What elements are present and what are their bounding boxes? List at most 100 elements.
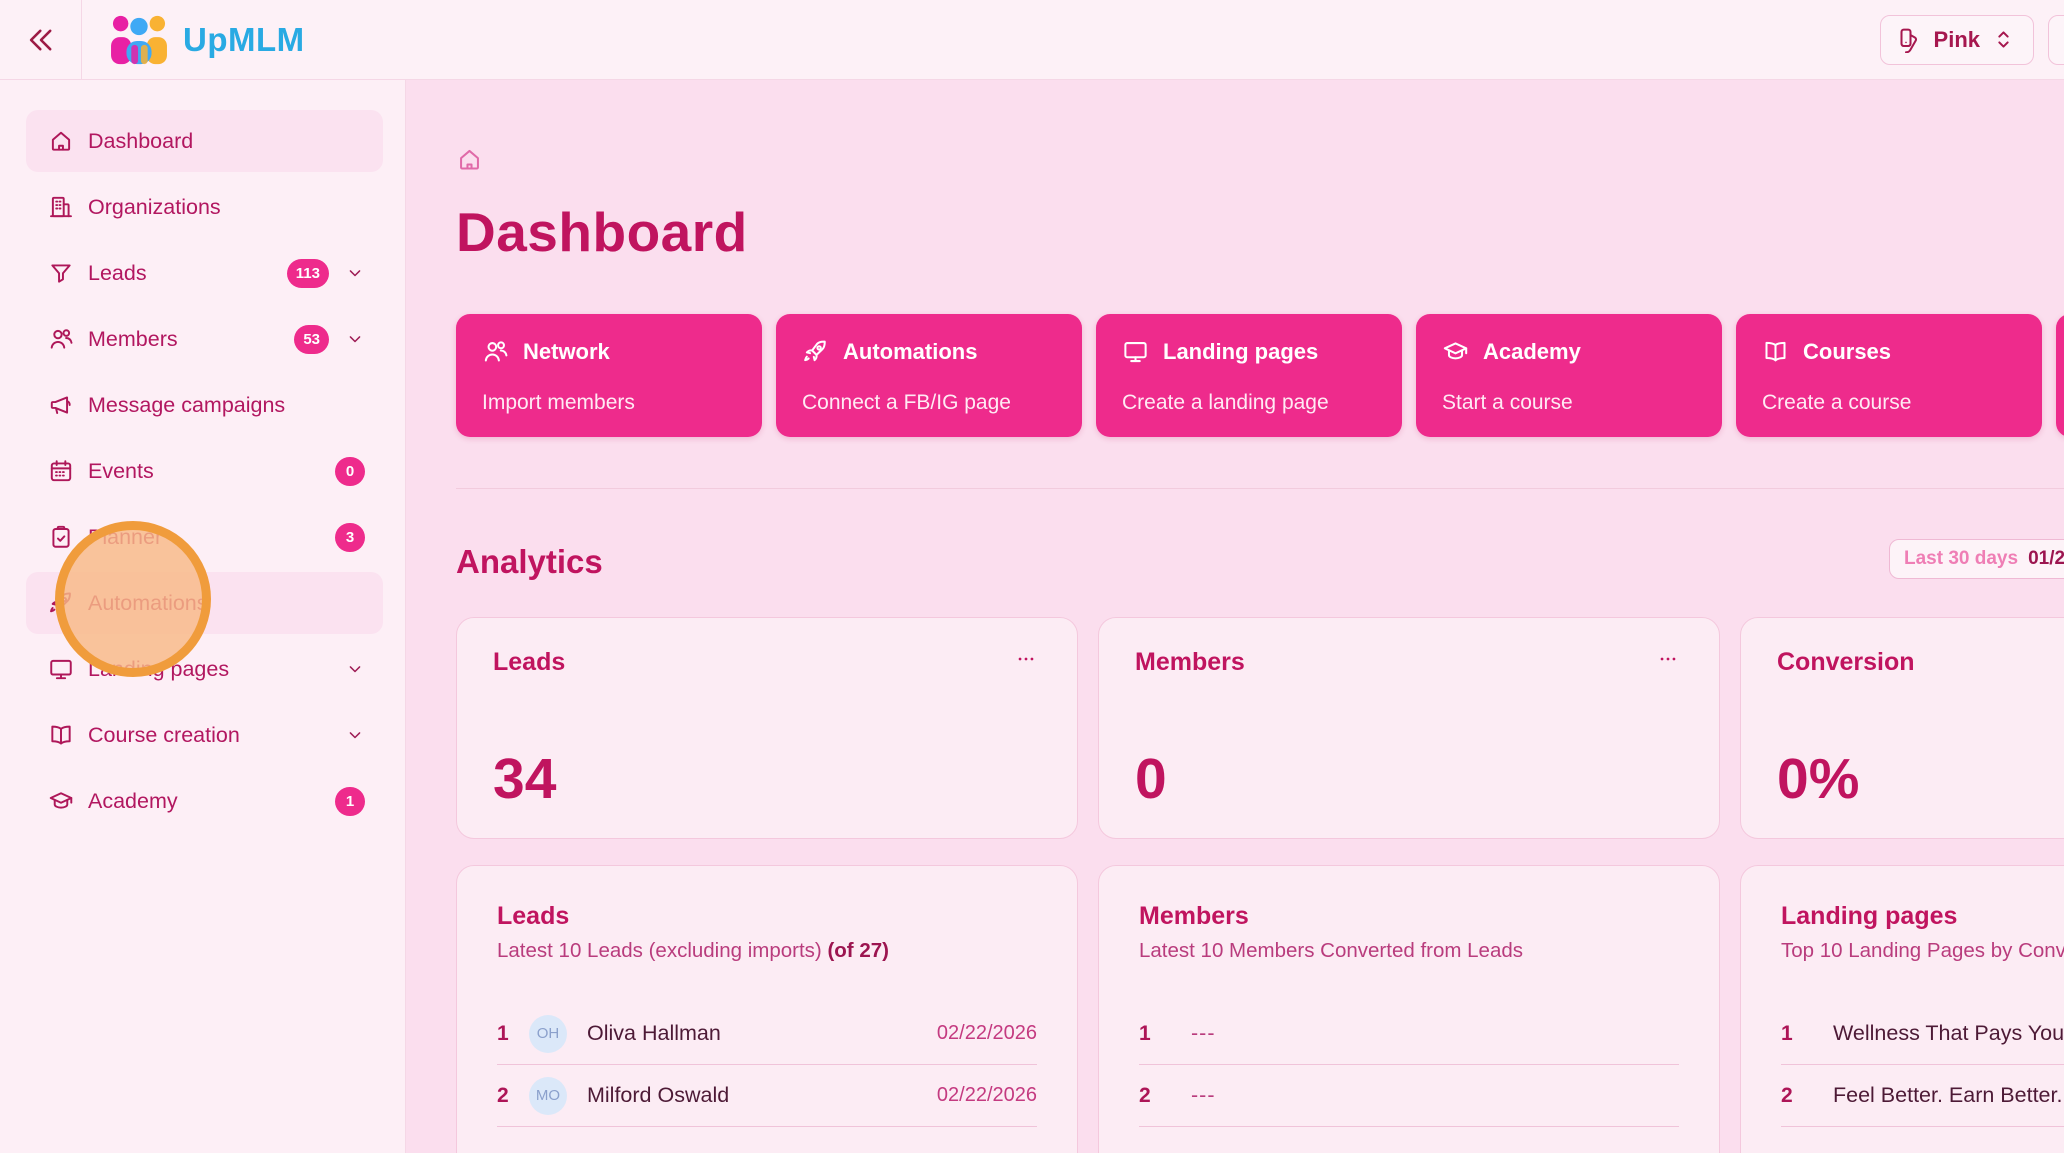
graduation-cap-icon bbox=[1442, 338, 1469, 365]
row-index: 1 bbox=[1139, 1021, 1151, 1045]
sidebar-item-organizations[interactable]: Organizations bbox=[26, 176, 383, 238]
chevron-down-icon[interactable] bbox=[345, 329, 365, 349]
list-rows: 1 Wellness That Pays You Back 2 Feel Bet… bbox=[1781, 1003, 2064, 1127]
stat-card-header: Leads bbox=[493, 648, 1041, 677]
home-icon[interactable] bbox=[456, 146, 483, 173]
quick-action-card-partial[interactable] bbox=[2056, 314, 2064, 437]
list-item[interactable]: 2 MO Milford Oswald 02/22/2026 bbox=[497, 1065, 1037, 1127]
clipboard-check-icon bbox=[48, 524, 74, 550]
megaphone-icon bbox=[48, 392, 74, 418]
rocket-icon bbox=[48, 590, 74, 616]
app-logo[interactable]: UpMLM bbox=[108, 13, 305, 67]
upmlm-logo-icon bbox=[108, 13, 170, 67]
list-item[interactable]: 2 Feel Better. Earn Better. bbox=[1781, 1065, 2064, 1127]
quick-action-subtitle: Connect a FB/IG page bbox=[802, 391, 1011, 414]
quick-action-header: Automations bbox=[802, 338, 1056, 365]
date-range-value: 01/2 bbox=[2028, 548, 2064, 569]
sidebar-item-landing-pages[interactable]: Landing pages bbox=[26, 638, 383, 700]
quick-action-courses[interactable]: Courses Create a course bbox=[1736, 314, 2042, 437]
list-item[interactable]: 1 Wellness That Pays You Back bbox=[1781, 1003, 2064, 1065]
quick-action-network[interactable]: Network Import members bbox=[456, 314, 762, 437]
quick-action-header: Academy bbox=[1442, 338, 1696, 365]
stat-card-header: Members bbox=[1135, 648, 1683, 677]
avatar: MO bbox=[529, 1076, 567, 1115]
sidebar-item-leads[interactable]: Leads 113 bbox=[26, 242, 383, 304]
count-badge: 3 bbox=[335, 522, 365, 552]
list-rows: 1 OH Oliva Hallman 02/22/2026 2 MO Milfo… bbox=[497, 1003, 1037, 1127]
sidebar: Dashboard Organizations Leads 113 Member… bbox=[0, 80, 406, 1153]
ellipsis-menu-icon[interactable] bbox=[1011, 648, 1041, 670]
list-title: Landing pages bbox=[1781, 902, 1958, 930]
sidebar-item-automations[interactable]: Automations bbox=[26, 572, 383, 634]
quick-action-landing-pages[interactable]: Landing pages Create a landing page bbox=[1096, 314, 1402, 437]
quick-action-header: Network bbox=[482, 338, 736, 365]
sidebar-collapse-area bbox=[0, 0, 82, 79]
row-index: 2 bbox=[1781, 1083, 1793, 1107]
list-item[interactable]: 1 --- bbox=[1139, 1003, 1679, 1065]
monitor-icon bbox=[1122, 338, 1149, 365]
row-date: 02/22/2026 bbox=[936, 1022, 1037, 1044]
list-card-leads: Leads Latest 10 Leads (excluding imports… bbox=[456, 865, 1078, 1153]
count-badge: 53 bbox=[294, 324, 329, 354]
stats-row: Leads 34 Members 0 Conversion 0% bbox=[456, 617, 2064, 839]
list-subtitle: Top 10 Landing Pages by Convers bbox=[1781, 939, 2064, 963]
chevron-down-icon[interactable] bbox=[345, 725, 365, 745]
row-name: --- bbox=[1191, 1083, 1216, 1107]
partial-button[interactable] bbox=[2048, 14, 2064, 65]
chevron-down-icon[interactable] bbox=[345, 659, 365, 679]
quick-action-subtitle: Import members bbox=[482, 391, 635, 414]
quick-action-automations[interactable]: Automations Connect a FB/IG page bbox=[776, 314, 1082, 437]
sidebar-item-academy[interactable]: Academy 1 bbox=[26, 770, 383, 832]
page-title: Dashboard bbox=[456, 201, 748, 263]
sidebar-item-dashboard[interactable]: Dashboard bbox=[26, 110, 383, 172]
home-icon bbox=[48, 128, 74, 154]
count-badge: 1 bbox=[335, 786, 365, 816]
theme-selector-button[interactable]: Pink bbox=[1879, 14, 2034, 65]
date-range-label: Last 30 days bbox=[1904, 548, 2019, 569]
sidebar-item-events[interactable]: Events 0 bbox=[26, 440, 383, 502]
list-subtitle: Latest 10 Members Converted from Leads bbox=[1139, 939, 1679, 963]
building-icon bbox=[48, 194, 74, 220]
swatch-book-icon bbox=[1897, 26, 1924, 53]
quick-action-subtitle: Create a course bbox=[1762, 391, 1912, 414]
app-name: UpMLM bbox=[183, 20, 305, 58]
sidebar-item-planner[interactable]: Planner 3 bbox=[26, 506, 383, 568]
quick-action-academy[interactable]: Academy Start a course bbox=[1416, 314, 1722, 437]
monitor-icon bbox=[48, 656, 74, 682]
row-name: Oliva Hallman bbox=[587, 1021, 721, 1045]
list-card-landing-pages: Landing pages Top 10 Landing Pages by Co… bbox=[1740, 865, 2064, 1153]
breadcrumb bbox=[456, 146, 2064, 178]
list-item[interactable]: 2 --- bbox=[1139, 1065, 1679, 1127]
list-subtitle-bold: (of 27) bbox=[827, 939, 889, 962]
list-subtitle-text: Latest 10 Members Converted from Leads bbox=[1139, 939, 1523, 962]
list-subtitle-text: Top 10 Landing Pages by Convers bbox=[1781, 939, 2064, 962]
row-name: Wellness That Pays You Back bbox=[1833, 1021, 2064, 1045]
row-date: 02/22/2026 bbox=[936, 1084, 1037, 1106]
theme-selector-label: Pink bbox=[1933, 26, 1980, 52]
sidebar-item-message-campaigns[interactable]: Message campaigns bbox=[26, 374, 383, 436]
stat-card-leads: Leads 34 bbox=[456, 617, 1078, 839]
graduation-cap-icon bbox=[48, 788, 74, 814]
collapse-sidebar-icon[interactable] bbox=[24, 23, 58, 57]
book-open-icon bbox=[48, 722, 74, 748]
sidebar-item-course-creation[interactable]: Course creation bbox=[26, 704, 383, 766]
analytics-heading: Analytics bbox=[456, 543, 603, 580]
stat-label: Conversion bbox=[1777, 648, 1915, 676]
stat-card-conversion: Conversion 0% bbox=[1740, 617, 2064, 839]
users-icon bbox=[48, 326, 74, 352]
list-title: Members bbox=[1139, 902, 1249, 930]
calendar-icon bbox=[48, 458, 74, 484]
row-index: 1 bbox=[1781, 1021, 1793, 1045]
sidebar-item-members[interactable]: Members 53 bbox=[26, 308, 383, 370]
row-index: 2 bbox=[497, 1083, 509, 1107]
chevron-up-down-icon bbox=[1990, 26, 2017, 53]
lists-row: Leads Latest 10 Leads (excluding imports… bbox=[456, 865, 2064, 1153]
row-index: 2 bbox=[1139, 1083, 1151, 1107]
list-subtitle: Latest 10 Leads (excluding imports) (of … bbox=[497, 939, 1037, 963]
chevron-down-icon[interactable] bbox=[345, 263, 365, 283]
date-range-filter[interactable]: Last 30 days 01/2 bbox=[1889, 539, 2064, 579]
list-item[interactable]: 1 OH Oliva Hallman 02/22/2026 bbox=[497, 1003, 1037, 1065]
stat-card-header: Conversion bbox=[1777, 648, 2064, 677]
row-index: 1 bbox=[497, 1021, 509, 1045]
ellipsis-menu-icon[interactable] bbox=[1653, 648, 1683, 670]
